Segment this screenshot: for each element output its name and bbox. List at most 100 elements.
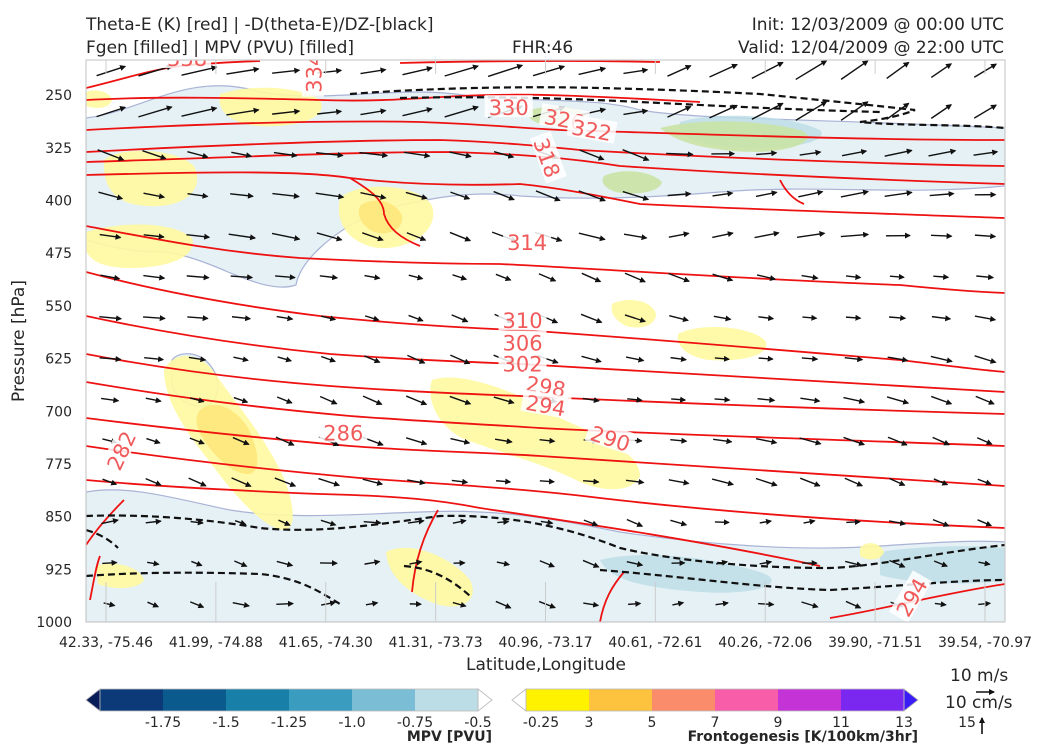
wind-vector (191, 560, 203, 567)
wind-vector (407, 479, 426, 486)
wind-vector (582, 397, 600, 404)
colorbar-segment (352, 689, 416, 711)
colorbar-tick-label: -1.75 (145, 715, 181, 731)
wind-vector (402, 107, 433, 117)
forecast-hour: FHR:46 (512, 38, 573, 58)
wind-vector (189, 601, 205, 609)
wind-vector (143, 233, 165, 240)
wind-vector (976, 437, 993, 445)
wind-vector (143, 274, 166, 281)
theta-e-label-bg (503, 230, 552, 253)
theta-e-contour-label: 314 (507, 231, 547, 255)
wind-vector (667, 65, 692, 77)
wind-vector (755, 190, 778, 198)
wind-vector (583, 478, 600, 485)
wind-vector (625, 356, 645, 363)
theta-e-contour-314 (86, 225, 1005, 294)
wind-vector (583, 601, 600, 608)
wind-vector (933, 478, 949, 486)
wind-vector (841, 149, 868, 157)
wind-vector (145, 397, 162, 404)
theta-e-label-bg (163, 60, 212, 68)
wind-vector (714, 519, 730, 526)
wind-vector (190, 519, 204, 526)
frontogenesis-colorbar-title: Frontogenesis [K/100km/3hr] (688, 729, 918, 745)
wind-vector (712, 190, 734, 197)
wind-vector (274, 477, 297, 487)
wind-vector (96, 65, 127, 77)
colorbar-extend-right (477, 688, 493, 712)
vector-key-vertical-label: 10 cm/s (945, 693, 1013, 713)
x-tick-label: 40.61, -72.61 (608, 635, 702, 651)
wind-vector (930, 104, 952, 119)
wind-vector (799, 149, 822, 156)
y-tick-label: 250 (45, 88, 72, 104)
wind-vector (538, 600, 556, 609)
fgen-region-4 (219, 87, 322, 127)
wind-vector (539, 437, 556, 444)
wind-vector (493, 151, 515, 159)
fgen-region-9 (386, 547, 473, 607)
wind-vector (932, 519, 950, 527)
wind-vector (276, 315, 294, 322)
wind-vector (360, 108, 387, 116)
wind-vector (713, 315, 732, 322)
wind-vector (977, 478, 992, 486)
colorbar-outline (99, 688, 479, 712)
wind-vector (712, 231, 734, 239)
colorbar-extend-left (511, 688, 527, 712)
wind-vector (669, 314, 689, 323)
colorbar-segment (100, 689, 164, 711)
wind-vector (578, 66, 607, 76)
wind-vector (362, 478, 384, 486)
wind-vector (932, 436, 951, 446)
wind-vector (756, 274, 777, 281)
colorbar-segment (715, 689, 779, 711)
y-tick-label: 625 (45, 352, 72, 368)
wind-vector (716, 559, 729, 566)
wind-vector (315, 192, 345, 200)
wind-vector (234, 519, 247, 526)
wind-vector (974, 355, 997, 364)
wind-vector (930, 63, 952, 79)
wind-vector (181, 65, 218, 76)
theta-e-label-bg (888, 570, 933, 622)
wind-vector (271, 232, 301, 242)
dthetae-contour-upper (349, 86, 1005, 130)
colorbar-tick-label: -1.5 (212, 715, 239, 731)
wind-vector (759, 559, 773, 566)
fgen-region-10 (860, 543, 884, 560)
wind-vector (186, 274, 210, 281)
theta-e-label-bg (484, 95, 533, 118)
wind-vector (188, 356, 207, 363)
wind-vector (187, 315, 209, 322)
wind-vector (803, 518, 816, 525)
wind-vector (886, 102, 910, 120)
wind-vector (709, 63, 738, 78)
theta-e-contour-298 (86, 381, 1005, 447)
wind-vector (493, 190, 515, 201)
wind-vector (226, 107, 260, 116)
theta-e-contour-326 (86, 139, 1005, 167)
wind-vector (449, 151, 472, 159)
wind-vector (795, 101, 828, 121)
wind-vector (844, 356, 864, 363)
wind-vector (143, 192, 166, 200)
wind-vector (452, 601, 467, 608)
fgen-region-12 (96, 563, 144, 589)
wind-vector (539, 478, 555, 485)
colorbar-segment (652, 689, 716, 711)
fgen-strong-2 (358, 200, 403, 234)
wind-vector (273, 151, 298, 159)
wind-vector (714, 355, 730, 362)
wind-vector (668, 272, 690, 283)
wind-vector (976, 274, 995, 281)
wind-vector (625, 478, 645, 485)
wind-vector (884, 190, 913, 198)
colorbar-segment (841, 689, 905, 711)
theta-e-contour-306 (86, 315, 1005, 393)
wind-vector (317, 108, 343, 115)
dthetae-contour-lower-e (86, 528, 119, 549)
theta-e-label-bg (498, 351, 547, 374)
